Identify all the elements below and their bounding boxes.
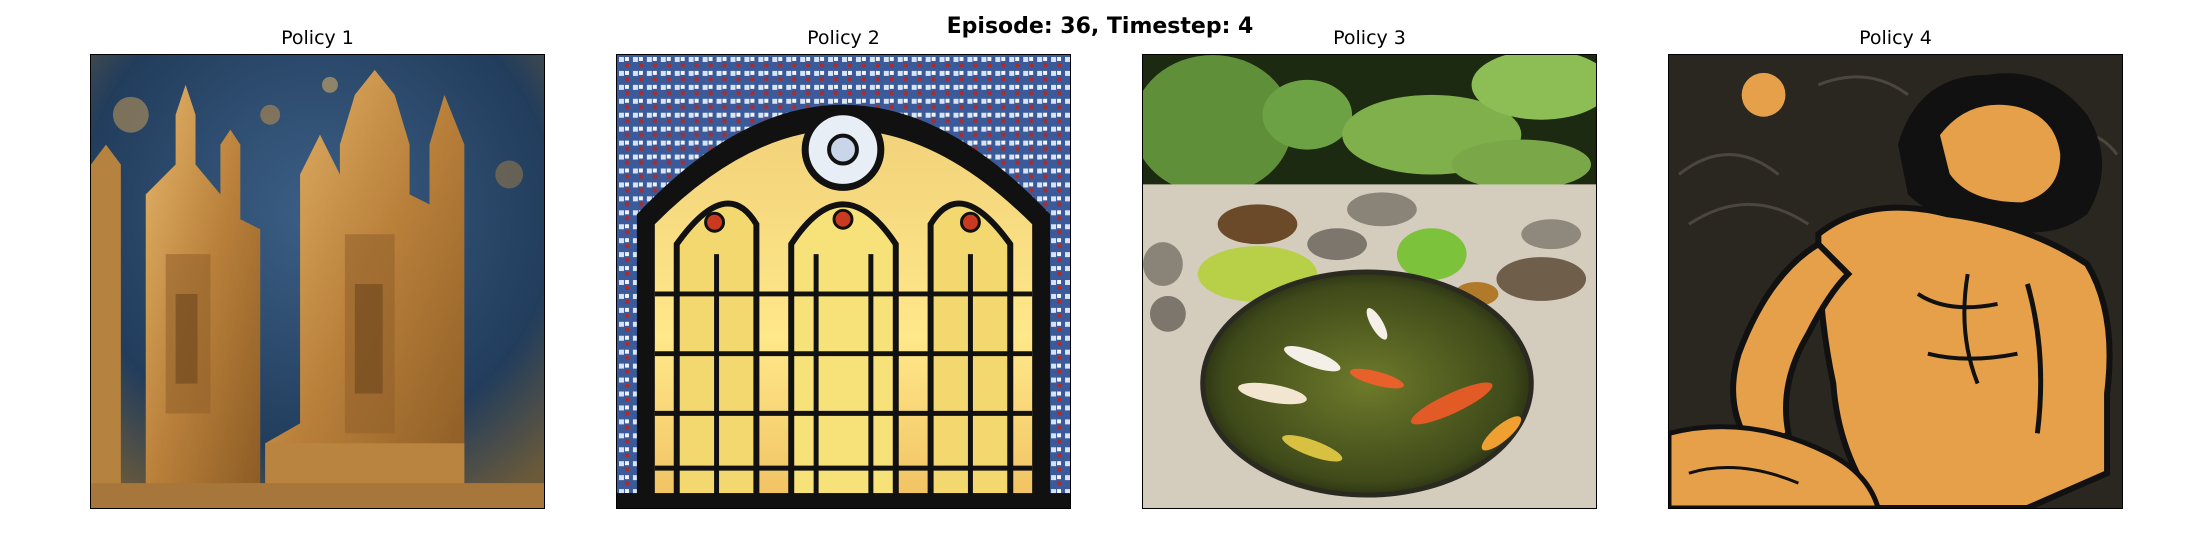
panel-title-policy-1: Policy 1 <box>281 27 354 49</box>
panel-policy-2: Policy 2 <box>616 26 1071 509</box>
stained-glass-window-image <box>616 54 1071 509</box>
panel-policy-1: Policy 1 <box>90 26 545 509</box>
panel-policy-4: Policy 4 <box>1668 26 2123 509</box>
figure-suptitle: Episode: 36, Timestep: 4 <box>946 14 1254 39</box>
zen-garden-koi-pond-image <box>1142 54 1597 509</box>
panel-title-policy-4: Policy 4 <box>1859 27 1932 49</box>
gold-relief-castle-image <box>90 54 545 509</box>
panel-title-policy-2: Policy 2 <box>807 27 880 49</box>
panel-policy-3: Policy 3 <box>1142 26 1597 509</box>
woodcut-lion-man-image <box>1668 54 2123 509</box>
panel-title-policy-3: Policy 3 <box>1333 27 1406 49</box>
